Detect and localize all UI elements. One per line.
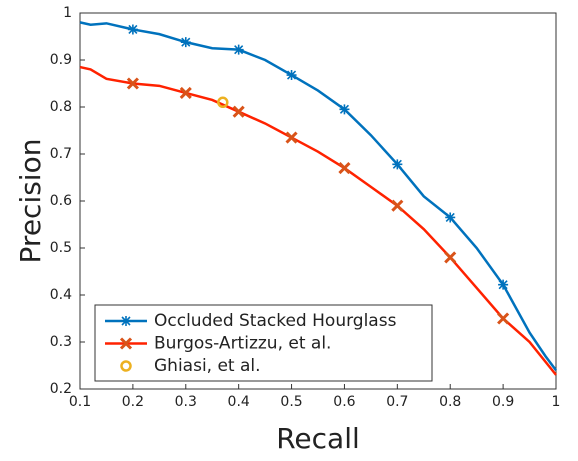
legend-marker: [120, 360, 132, 372]
x-tick-label: 1: [552, 394, 561, 410]
marker: [339, 104, 350, 115]
x-tick-label: 0.8: [439, 394, 461, 410]
marker: [498, 279, 509, 290]
x-tick-label: 0.6: [333, 394, 355, 410]
x-axis-label: Recall: [276, 422, 360, 455]
y-axis-label: Precision: [14, 139, 47, 264]
marker: [233, 44, 244, 55]
x-tick-label: 0.9: [492, 394, 514, 410]
series-line: [79, 21, 557, 371]
y-tick-label: 0.9: [50, 52, 72, 68]
marker: [285, 131, 298, 144]
series-line: [79, 65, 557, 376]
marker: [497, 312, 510, 325]
legend-label: Burgos-Artizzu, et al.: [154, 334, 331, 354]
legend-marker: [119, 337, 133, 350]
marker: [444, 251, 457, 264]
legend-marker: [121, 316, 131, 326]
marker: [126, 77, 139, 90]
y-tick-label: 0.5: [50, 240, 72, 256]
x-tick-label: 0.4: [228, 394, 250, 410]
marker: [338, 162, 351, 175]
marker: [391, 199, 404, 212]
y-tick-label: 1: [63, 5, 72, 21]
x-tick-label: 0.1: [69, 394, 91, 410]
marker: [179, 86, 192, 99]
marker: [127, 24, 138, 35]
legend-box: [94, 304, 433, 382]
y-tick-label: 0.6: [50, 193, 72, 209]
marker: [180, 37, 191, 48]
legend-label: Ghiasi, et al.: [154, 356, 261, 376]
y-tick-label: 0.7: [50, 146, 72, 162]
y-tick-label: 0.4: [50, 287, 72, 303]
marker: [392, 159, 403, 170]
y-tick-label: 0.8: [50, 99, 72, 115]
x-tick-label: 0.2: [122, 394, 144, 410]
y-tick-label: 0.3: [50, 334, 72, 350]
x-tick-label: 0.7: [386, 394, 408, 410]
y-tick-label: 0.2: [50, 381, 72, 397]
x-tick-label: 0.5: [280, 394, 302, 410]
x-tick-label: 0.3: [175, 394, 197, 410]
legend-label: Occluded Stacked Hourglass: [154, 311, 397, 331]
marker: [286, 70, 297, 81]
marker: [445, 212, 456, 223]
marker: [217, 96, 229, 109]
marker: [232, 105, 245, 118]
